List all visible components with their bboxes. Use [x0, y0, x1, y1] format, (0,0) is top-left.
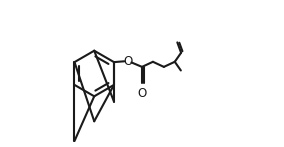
Text: O: O: [137, 87, 147, 100]
Text: O: O: [124, 55, 133, 67]
